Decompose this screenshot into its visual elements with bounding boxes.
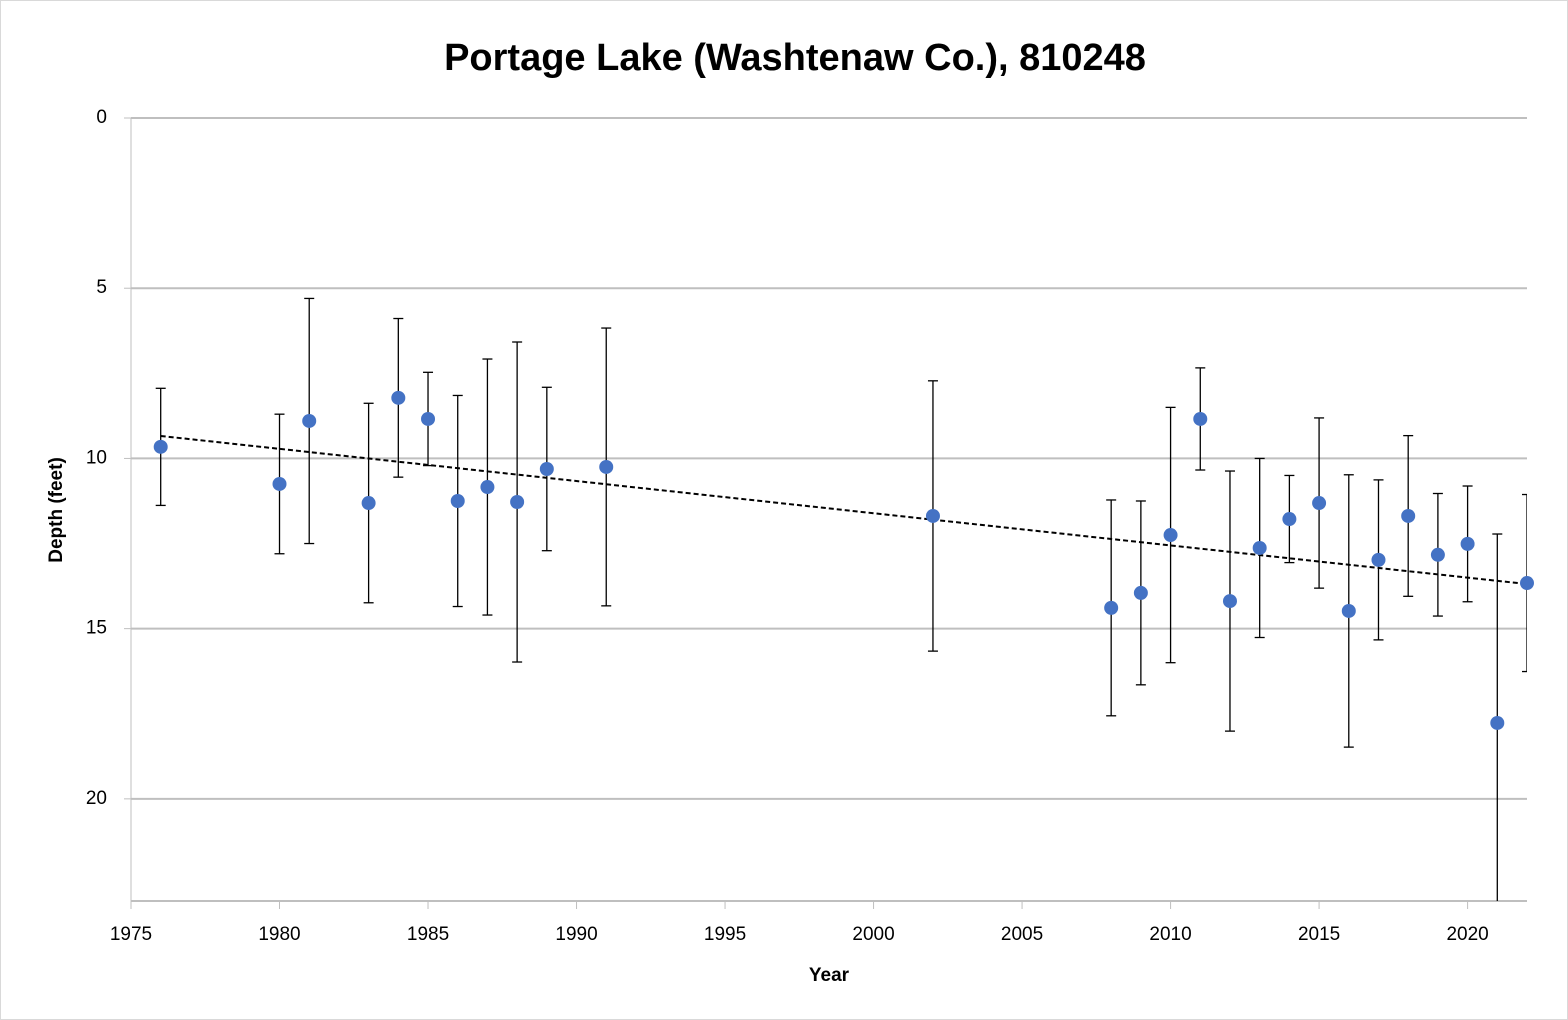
y-tick-label: 20 xyxy=(86,788,107,809)
data-point xyxy=(1252,540,1267,555)
x-tick-label: 1975 xyxy=(110,924,152,945)
data-point xyxy=(1193,411,1208,426)
x-tick-label: 2020 xyxy=(1446,924,1488,945)
data-point xyxy=(1282,512,1297,527)
y-tick-label: 15 xyxy=(86,618,107,639)
data-point xyxy=(1222,594,1237,609)
data-point xyxy=(1371,552,1386,567)
data-point xyxy=(480,480,495,495)
data-point xyxy=(1520,576,1534,591)
data-point xyxy=(361,496,376,511)
data-point xyxy=(539,461,554,476)
y-tick-label: 0 xyxy=(96,107,107,128)
data-point xyxy=(421,411,436,426)
error-bar xyxy=(1522,493,1527,673)
x-tick-label: 2010 xyxy=(1149,924,1191,945)
x-tick-label: 1995 xyxy=(704,924,746,945)
x-tick-label: 2015 xyxy=(1298,924,1340,945)
data-point xyxy=(510,495,525,510)
data-point xyxy=(1104,600,1119,615)
data-point xyxy=(272,476,287,491)
data-point xyxy=(450,493,465,508)
data-point xyxy=(153,439,168,454)
data-point xyxy=(1430,547,1445,562)
data-point xyxy=(1133,585,1148,600)
data-point xyxy=(1341,603,1356,618)
data-point xyxy=(1460,536,1475,551)
data-point xyxy=(925,508,940,523)
x-tick-label: 1985 xyxy=(407,924,449,945)
data-point xyxy=(1490,715,1505,730)
data-point xyxy=(302,413,317,428)
trendline xyxy=(160,434,1527,586)
data-point xyxy=(1312,496,1327,511)
plot-area xyxy=(155,297,1527,901)
data-point xyxy=(1401,508,1416,523)
data-point xyxy=(1163,528,1178,543)
y-axis-title: Depth (feet) xyxy=(46,457,67,563)
data-point xyxy=(599,459,614,474)
x-tick-label: 1990 xyxy=(555,924,597,945)
data-point xyxy=(391,390,406,405)
y-tick-label: 10 xyxy=(86,447,107,468)
x-tick-label: 2000 xyxy=(852,924,894,945)
x-axis-title: Year xyxy=(809,965,850,986)
x-tick-label: 2005 xyxy=(1001,924,1043,945)
chart-title: Portage Lake (Washtenaw Co.), 810248 xyxy=(444,37,1146,79)
y-tick-label: 5 xyxy=(96,277,107,298)
x-tick-label: 1980 xyxy=(258,924,300,945)
